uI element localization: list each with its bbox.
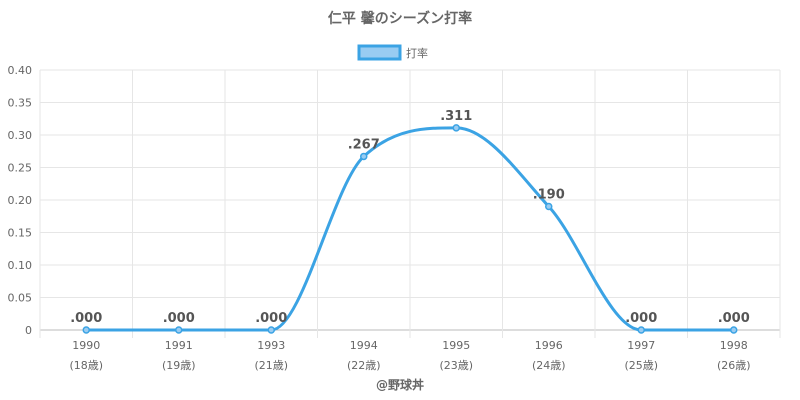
legend-swatch: [357, 44, 402, 61]
chart-title: 仁平 馨のシーズン打率: [328, 10, 472, 27]
x-tick-label: 1995: [442, 339, 470, 352]
data-label: .267: [348, 137, 380, 152]
x-tick-sublabel: (22歳): [347, 359, 381, 372]
y-tick-label: 0.05: [8, 292, 33, 305]
x-tick-label: 1991: [165, 339, 193, 352]
series-line: [86, 126, 734, 332]
series: [82, 124, 738, 334]
x-tick-label: 1993: [257, 339, 285, 352]
x-tick-sublabel: (21歳): [254, 359, 288, 372]
x-tick-label: 1997: [627, 339, 655, 352]
y-tick-label: 0.25: [8, 162, 33, 175]
y-tick-label: 0.10: [8, 259, 33, 272]
x-tick-sublabel: (24歳): [532, 359, 566, 372]
data-point: [637, 326, 645, 334]
grid: [39, 69, 781, 338]
data-label: .000: [255, 311, 287, 326]
x-tick-sublabel: (23歳): [439, 359, 473, 372]
axes: 0 0.05 0.10 0.15 0.20 0.25 0.30 0.35 0.40 1990 (18…: [8, 64, 751, 372]
y-tick-label: 0.15: [8, 227, 33, 240]
legend-label: 打率: [406, 46, 428, 60]
data-point: [452, 124, 460, 132]
data-label: .000: [70, 311, 102, 326]
legend[interactable]: 打率: [357, 44, 428, 61]
x-tick-label: 1998: [720, 339, 748, 352]
x-tick-label: 1994: [350, 339, 378, 352]
data-point: [82, 326, 90, 334]
data-point: [730, 326, 738, 334]
x-tick-label: 1996: [535, 339, 563, 352]
y-tick-label: 0.20: [8, 194, 33, 207]
data-label: .000: [163, 311, 195, 326]
y-tick-label: 0.35: [8, 97, 33, 110]
footer-credit: @野球丼: [376, 377, 424, 392]
y-tick-label: 0: [25, 324, 32, 337]
data-label: .311: [440, 109, 472, 124]
x-tick-sublabel: (25歳): [624, 359, 658, 372]
x-tick-label: 1990: [72, 339, 100, 352]
data-label: .000: [625, 311, 657, 326]
data-point: [267, 326, 275, 334]
x-tick-sublabel: (26歳): [717, 359, 751, 372]
y-tick-label: 0.30: [8, 129, 33, 142]
y-tick-label: 0.40: [8, 64, 33, 77]
data-label: .190: [533, 188, 565, 203]
x-tick-sublabel: (18歳): [69, 359, 103, 372]
data-point: [175, 326, 183, 334]
data-point: [545, 202, 553, 211]
data-labels: .000 .000 .000 .267 .311 .190 .000 .000: [70, 109, 750, 326]
data-point: [360, 152, 368, 161]
data-label: .000: [718, 311, 750, 326]
x-tick-sublabel: (19歳): [162, 359, 196, 372]
